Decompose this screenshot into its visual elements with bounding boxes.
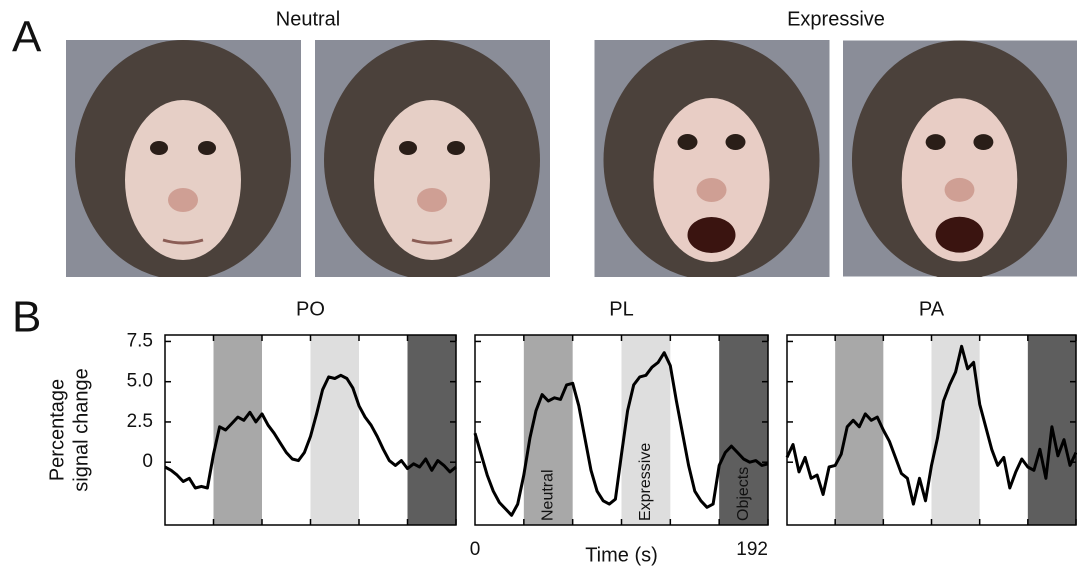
y-tick-label: 7.5 (127, 330, 153, 351)
block (214, 335, 263, 525)
x-axis-label: Time (s) (585, 544, 658, 566)
panel-letter: A (12, 13, 42, 62)
chart-title: PL (609, 298, 633, 320)
chart-title: PA (919, 298, 945, 320)
photo (843, 41, 1077, 280)
photo (595, 40, 830, 280)
block-label: Expressive (637, 443, 654, 521)
figure: A Neutral Expressive B PO 0 2.5 5.0 7.5 Perce… (0, 0, 1077, 570)
block (311, 335, 360, 525)
panel-letter: B (12, 293, 41, 342)
block (835, 335, 883, 525)
y-tick-label: 5.0 (127, 371, 153, 392)
group-label: Neutral (276, 8, 340, 30)
y-tick-label: 0 (142, 451, 153, 472)
block-label: Objects (735, 467, 752, 521)
y-tick-label: 2.5 (127, 411, 153, 432)
block (408, 335, 457, 525)
group-label: Expressive (787, 8, 885, 30)
chart-title: PO (296, 298, 325, 320)
photo (315, 40, 550, 280)
x-tick-label: 0 (470, 539, 481, 560)
photo (66, 40, 301, 280)
y-axis-label: signal change (70, 368, 92, 491)
block-label: Neutral (539, 469, 556, 521)
x-tick-label: 192 (736, 539, 768, 560)
page: A Neutral Expressive B PO 0 2.5 5.0 7.5 Perce… (0, 0, 1077, 570)
y-axis-label: Percentage (46, 379, 68, 481)
